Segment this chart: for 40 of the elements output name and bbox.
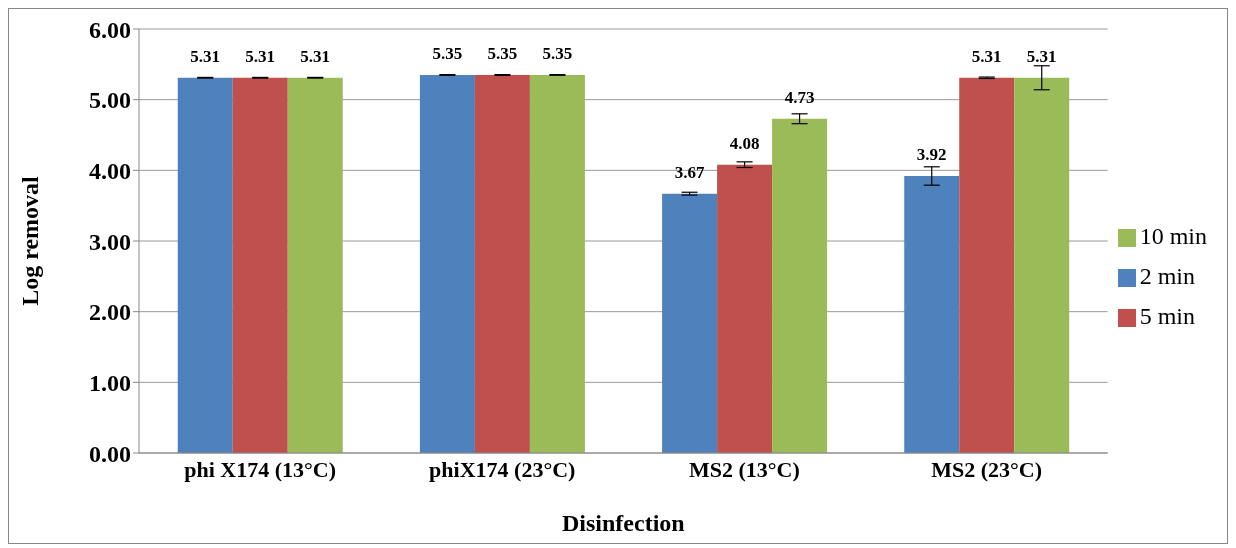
- bar: [959, 77, 1015, 453]
- data-label: 5.35: [542, 43, 573, 63]
- y-tick-label: 3.00: [89, 228, 131, 255]
- y-tick-label: 4.00: [89, 157, 131, 184]
- data-label: 5.31: [190, 46, 221, 66]
- x-tick-label: phi X174 (13°C): [184, 456, 336, 482]
- bar: [662, 193, 718, 453]
- data-label: 3.67: [674, 162, 705, 182]
- x-axis-title: Disinfection: [561, 510, 685, 536]
- x-tick-label: MS2 (23°C): [931, 456, 1042, 482]
- x-tick-label: phiX174 (23°C): [429, 456, 576, 482]
- bar: [287, 77, 343, 453]
- y-tick-label: 5.00: [89, 87, 131, 114]
- y-tick-label: 2.00: [89, 299, 131, 326]
- bar: [1014, 77, 1070, 453]
- bar: [904, 175, 960, 453]
- data-label: 4.73: [784, 87, 815, 107]
- data-label: 5.31: [971, 46, 1002, 66]
- legend-label: 2 min: [1139, 263, 1195, 289]
- bar: [419, 74, 475, 453]
- y-tick-label: 6.00: [89, 16, 131, 43]
- y-axis-title: Log removal: [16, 175, 43, 306]
- legend-label: 5 min: [1139, 303, 1195, 329]
- bar: [177, 77, 233, 453]
- data-label: 4.08: [729, 133, 760, 153]
- data-label: 5.31: [245, 46, 276, 66]
- y-tick-label: 0.00: [89, 440, 131, 467]
- bar: [717, 164, 773, 453]
- y-tick-label: 1.00: [89, 369, 131, 396]
- data-label: 3.92: [916, 144, 947, 164]
- legend-label: 10 min: [1139, 223, 1207, 249]
- bar: [772, 118, 828, 453]
- bar: [529, 74, 585, 453]
- data-label: 5.35: [487, 43, 518, 63]
- bar: [232, 77, 288, 453]
- bar: [474, 74, 530, 453]
- data-label: 5.31: [1026, 46, 1057, 66]
- data-label: 5.35: [432, 43, 463, 63]
- data-label: 5.31: [300, 46, 331, 66]
- x-tick-label: MS2 (13°C): [688, 456, 800, 482]
